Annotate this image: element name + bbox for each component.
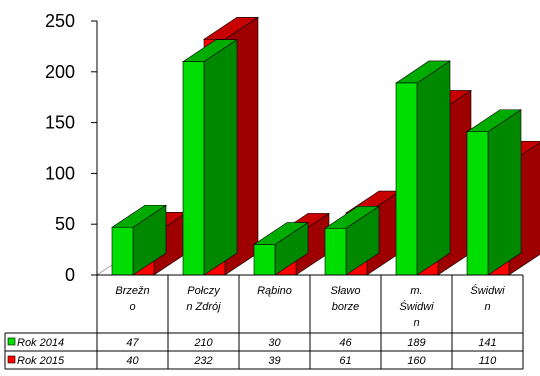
- category-label: Brzežn o: [115, 285, 149, 313]
- category-label: m. Świdwi n: [399, 285, 434, 329]
- data-table: Brzežn o Połczy n Zdrój Rąbino Sławo borze m. Św…: [4, 274, 524, 370]
- bar: [324, 227, 347, 276]
- category-label: Świdwi n: [470, 284, 505, 313]
- bar-side: [203, 39, 238, 276]
- category-label: Połczy n Zdrój: [186, 285, 221, 313]
- bar: [253, 244, 276, 276]
- data-label: 160: [407, 355, 426, 367]
- legend-key: [7, 337, 16, 346]
- data-label: 46: [339, 337, 352, 349]
- data-label: 30: [268, 337, 281, 349]
- legend-label: Rok 2015: [17, 355, 65, 367]
- plot-area: [96, 16, 540, 276]
- y-tick-label: 250: [45, 11, 75, 31]
- y-tick-label: 50: [55, 214, 75, 234]
- data-label: 40: [126, 355, 139, 367]
- bar: [395, 82, 418, 276]
- data-label: 189: [407, 337, 425, 349]
- category-label: Rąbino: [257, 285, 292, 297]
- y-tick-label: 150: [45, 113, 75, 133]
- bar: [111, 226, 134, 276]
- bar-side: [487, 109, 522, 276]
- data-label: 210: [193, 337, 213, 349]
- data-label: 232: [193, 355, 212, 367]
- legend-key: [7, 355, 16, 364]
- y-tick-label: 0: [65, 265, 75, 285]
- data-label: 61: [339, 355, 351, 367]
- bar: [466, 131, 489, 276]
- bar: [182, 61, 205, 276]
- legend-label: Rok 2014: [17, 337, 64, 349]
- y-axis: 0 50 100 150 200 250: [45, 11, 98, 285]
- data-label: 141: [478, 337, 496, 349]
- category-label: Sławo borze: [331, 285, 361, 313]
- data-label: 110: [479, 355, 497, 367]
- bar-side: [416, 60, 451, 276]
- data-label: 39: [268, 355, 280, 367]
- y-tick-label: 100: [45, 163, 75, 183]
- data-label: 47: [126, 337, 139, 349]
- y-tick-label: 200: [45, 62, 75, 82]
